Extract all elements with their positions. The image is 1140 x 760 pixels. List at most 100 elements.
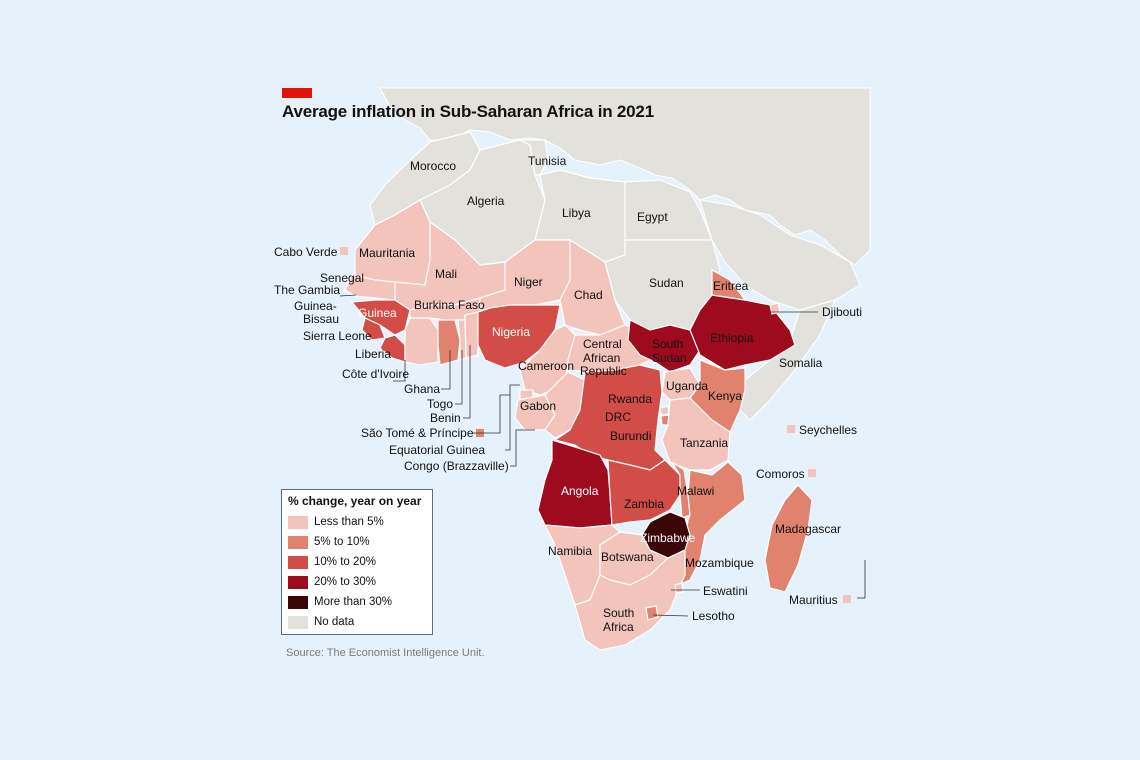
- country-rwanda: [659, 405, 670, 416]
- legend-title: % change, year on year: [288, 494, 422, 508]
- label-gabon: Gabon: [520, 399, 556, 413]
- map-title: Average inflation in Sub-Saharan Africa …: [282, 102, 654, 121]
- label-nigeria: Nigeria: [492, 325, 530, 339]
- label-niger: Niger: [514, 275, 543, 289]
- legend-swatch: [288, 575, 308, 589]
- legend-item: 5% to 10%: [288, 532, 426, 552]
- legend-swatch: [288, 515, 308, 529]
- label-lesotho: Lesotho: [692, 609, 735, 623]
- label-equatorial-guinea: Equatorial Guinea: [389, 443, 485, 457]
- legend-swatch: [288, 555, 308, 569]
- legend-item: Less than 5%: [288, 512, 426, 532]
- label-madagascar: Madagascar: [775, 522, 841, 536]
- country-malawi: [671, 461, 691, 519]
- label-ethiopia: Ethiopia: [710, 331, 754, 345]
- legend-label: No data: [314, 616, 355, 628]
- legend-label: More than 30%: [314, 596, 392, 608]
- label-liberia: Liberia: [355, 347, 391, 361]
- label-south-sudan-1: South: [652, 337, 683, 351]
- label-uganda: Uganda: [666, 379, 708, 393]
- label-guinea-bissau-1: Guinea-: [294, 299, 337, 313]
- label-senegal: Senegal: [320, 271, 364, 285]
- mauritius-marker: [843, 595, 851, 603]
- country-eswatini: [674, 582, 684, 594]
- label-guinea-bissau-2: Bissau: [303, 312, 339, 326]
- label-ghana: Ghana: [404, 382, 440, 396]
- label-sao-tome: São Tomé & Príncipe: [361, 426, 474, 440]
- label-car-1: Central: [583, 337, 622, 351]
- country-tanzania: [661, 397, 731, 471]
- label-egypt: Egypt: [637, 210, 668, 224]
- label-car-3: Republic: [580, 364, 627, 378]
- source-note: Source: The Economist Intelligence Unit.: [286, 647, 485, 659]
- label-chad: Chad: [574, 288, 603, 302]
- seychelles-marker: [787, 425, 795, 433]
- label-gambia: The Gambia: [274, 283, 340, 297]
- country-south-sudan: [627, 319, 701, 373]
- leader-lines: [339, 294, 866, 617]
- label-mauritius: Mauritius: [789, 593, 838, 607]
- country-mozambique: [674, 461, 746, 586]
- legend-label: 5% to 10%: [314, 536, 370, 548]
- label-south-africa-1: South: [603, 606, 634, 620]
- label-drc: DRC: [605, 410, 631, 424]
- country-zambia: [607, 459, 681, 526]
- legend-label: Less than 5%: [314, 516, 384, 528]
- label-benin: Benin: [430, 411, 461, 425]
- title-accent-bar: [282, 88, 312, 98]
- label-libya: Libya: [562, 206, 591, 220]
- label-tanzania: Tanzania: [680, 436, 728, 450]
- legend-label: 10% to 20%: [314, 556, 377, 568]
- label-somalia: Somalia: [779, 356, 823, 370]
- label-morocco: Morocco: [410, 159, 456, 173]
- label-congo-brazzaville: Congo (Brazzaville): [404, 459, 509, 473]
- comoros-marker: [808, 469, 816, 477]
- legend-swatch: [288, 595, 308, 609]
- label-south-sudan-2: Sudan: [652, 351, 687, 365]
- label-kenya: Kenya: [708, 389, 742, 403]
- country-eritrea: [711, 268, 747, 301]
- label-mali: Mali: [435, 267, 457, 281]
- label-comoros: Comoros: [756, 467, 805, 481]
- label-burkina-faso: Burkina Faso: [414, 298, 485, 312]
- label-south-africa-2: Africa: [603, 620, 634, 634]
- country-cote-divoire: [404, 317, 439, 366]
- country-senegal: [344, 274, 396, 301]
- label-sudan: Sudan: [649, 276, 684, 290]
- label-djibouti: Djibouti: [822, 305, 862, 319]
- label-cameroon: Cameroon: [518, 359, 574, 373]
- cabo-verde-marker: [340, 247, 348, 255]
- legend-label: 20% to 30%: [314, 576, 377, 588]
- label-namibia: Namibia: [548, 544, 592, 558]
- label-eritrea: Eritrea: [713, 279, 749, 293]
- label-seychelles: Seychelles: [799, 423, 857, 437]
- label-malawi: Malawi: [677, 484, 714, 498]
- label-botswana: Botswana: [601, 550, 654, 564]
- country-ethiopia: [689, 294, 796, 371]
- label-guinea: Guinea: [358, 306, 397, 320]
- country-togo: [457, 319, 467, 361]
- label-tunisia: Tunisia: [528, 154, 567, 168]
- country-south-africa: [574, 549, 686, 651]
- label-togo: Togo: [427, 397, 453, 411]
- country-sierra-leone: [361, 317, 386, 341]
- label-cabo-verde: Cabo Verde: [274, 245, 338, 259]
- country-chad: [559, 238, 626, 336]
- legend-swatch: [288, 535, 308, 549]
- legend-item: More than 30%: [288, 592, 426, 612]
- country-madagascar: [764, 484, 813, 593]
- label-eswatini: Eswatini: [703, 584, 748, 598]
- label-sierra-leone: Sierra Leone: [303, 329, 372, 343]
- label-zimbabwe: Zimbabwe: [640, 531, 696, 545]
- legend-item: 20% to 30%: [288, 572, 426, 592]
- label-angola: Angola: [561, 484, 599, 498]
- label-zambia: Zambia: [624, 497, 664, 511]
- label-algeria: Algeria: [467, 194, 505, 208]
- legend-item: No data: [288, 612, 426, 632]
- label-mozambique: Mozambique: [685, 556, 754, 570]
- label-rwanda: Rwanda: [608, 392, 652, 406]
- legend-swatch: [288, 615, 308, 629]
- legend: % change, year on year Less than 5% 5% t…: [281, 489, 433, 635]
